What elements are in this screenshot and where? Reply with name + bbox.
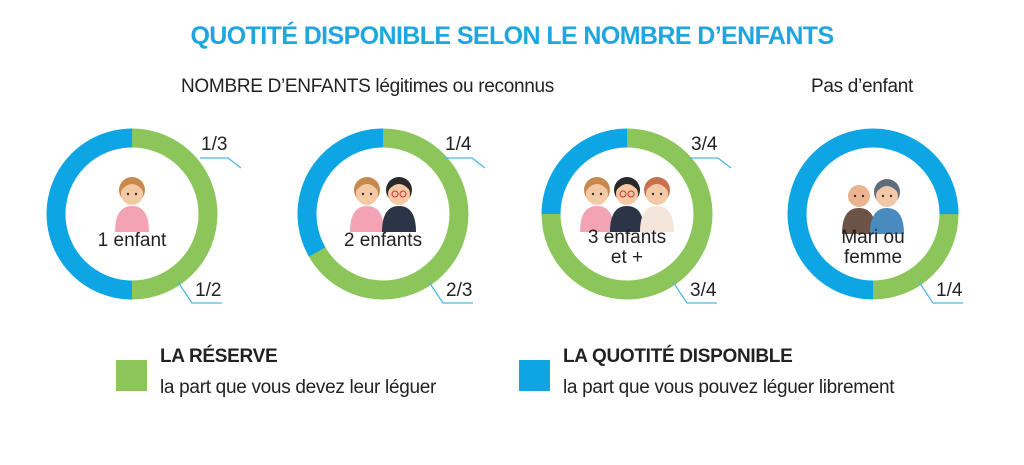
donut-center-label: 3 enfants et + (527, 228, 727, 268)
subtitle-children: NOMBRE D’ENFANTS légitimes ou reconnus (181, 76, 554, 97)
quotite-fraction-label: 3/4 (691, 134, 718, 155)
donut-center-label: Mari ou femme (773, 228, 973, 268)
center-label-line: et + (610, 247, 644, 268)
donut-chart-3: 3 enfants et + 1/4 3/4 (444, 114, 727, 314)
legend-desc-reserve: la part que vous devez leur léguer (160, 377, 437, 398)
reserve-fraction-label: 1/4 (936, 280, 963, 301)
leader-line-bottom (918, 281, 963, 304)
three-children-icon (580, 177, 674, 232)
center-label-line: 3 enfants (587, 227, 667, 248)
quotite-segment (787, 128, 959, 300)
leader-line-top (444, 157, 486, 169)
leader-line-top (690, 157, 732, 169)
leader-line-bottom (672, 281, 717, 304)
chart-title: QUOTITÉ DISPONIBLE SELON LE NOMBRE D’ENF… (190, 22, 834, 50)
donut-chart-2: 2 enfants 1/3 2/3 (200, 114, 483, 314)
donut-center-label: 2 enfants (283, 231, 483, 251)
reserve-fraction-label: 3/4 (690, 280, 717, 301)
reserve-fraction-label: 2/3 (446, 280, 473, 301)
leader-line-bottom (177, 281, 222, 304)
girl-icon (115, 177, 149, 232)
quotite-fraction-label: 1/3 (201, 134, 228, 155)
legend-title-reserve: LA RÉSERVE (160, 346, 278, 367)
leader-line-bottom (428, 281, 473, 304)
girl-and-boy-icon (350, 177, 416, 232)
center-label-line: 2 enfants (343, 230, 423, 251)
legend-desc-quotite: la part que vous pouvez léguer librement (563, 377, 895, 398)
subtitle-no-child: Pas d’enfant (810, 76, 914, 97)
legend-title-quotite: LA QUOTITÉ DISPONIBLE (563, 346, 793, 367)
quotite-segment (46, 128, 218, 300)
quotite-segment (297, 128, 469, 300)
elderly-couple-icon (842, 179, 904, 234)
legend-swatch-quotite (519, 360, 550, 391)
center-label-line: femme (843, 247, 903, 268)
center-label-line: Mari ou (841, 227, 905, 248)
quotite-segment (541, 128, 713, 300)
quotite-fraction-label: 1/4 (445, 134, 472, 155)
donut-center-label: 1 enfant (32, 231, 232, 251)
legend-swatch-reserve (116, 360, 147, 391)
reserve-fraction-label: 1/2 (195, 280, 222, 301)
center-label-line: 1 enfant (97, 230, 167, 251)
leader-line-top (200, 157, 242, 169)
donut-chart-4: Mari ou femme 3/4 1/4 (690, 114, 973, 314)
